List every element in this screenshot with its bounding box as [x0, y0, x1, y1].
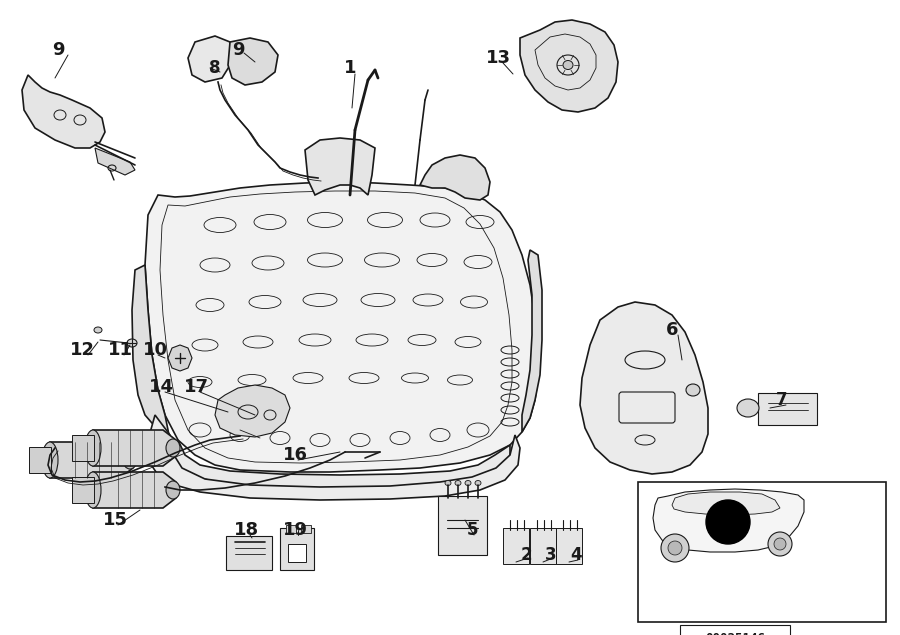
Text: 12: 12 [69, 341, 94, 359]
Text: 7: 7 [776, 391, 788, 409]
FancyBboxPatch shape [530, 528, 556, 564]
Polygon shape [522, 250, 542, 432]
Text: 5: 5 [466, 521, 478, 539]
Ellipse shape [123, 451, 137, 469]
Ellipse shape [85, 472, 101, 508]
Text: 18: 18 [234, 521, 259, 539]
Text: 3: 3 [545, 546, 557, 564]
Polygon shape [580, 302, 708, 474]
Polygon shape [172, 440, 510, 490]
Text: 1: 1 [344, 59, 356, 77]
Circle shape [706, 500, 750, 544]
Polygon shape [672, 492, 780, 515]
Text: 19: 19 [283, 521, 308, 539]
FancyBboxPatch shape [280, 528, 314, 570]
FancyBboxPatch shape [438, 496, 487, 555]
Ellipse shape [166, 439, 180, 457]
Ellipse shape [475, 481, 481, 486]
Polygon shape [22, 75, 105, 148]
Text: 17: 17 [184, 378, 209, 396]
Ellipse shape [166, 481, 180, 499]
Ellipse shape [85, 430, 101, 466]
Text: 13: 13 [485, 49, 510, 67]
Text: 8: 8 [209, 59, 220, 77]
Circle shape [661, 534, 689, 562]
Polygon shape [188, 36, 232, 82]
FancyBboxPatch shape [638, 482, 886, 622]
Polygon shape [50, 442, 133, 478]
Polygon shape [93, 430, 176, 466]
Polygon shape [305, 138, 375, 195]
Polygon shape [168, 345, 192, 371]
Ellipse shape [94, 327, 102, 333]
FancyBboxPatch shape [288, 544, 306, 562]
Ellipse shape [465, 481, 471, 486]
Polygon shape [420, 155, 490, 200]
Polygon shape [145, 182, 538, 472]
Polygon shape [132, 265, 170, 440]
Text: 10: 10 [142, 341, 167, 359]
FancyBboxPatch shape [556, 528, 582, 564]
Text: 2: 2 [520, 546, 532, 564]
Text: 00025146: 00025146 [705, 631, 765, 635]
FancyBboxPatch shape [72, 435, 94, 461]
Polygon shape [520, 20, 618, 112]
Circle shape [668, 541, 682, 555]
Polygon shape [148, 415, 520, 500]
Circle shape [768, 532, 792, 556]
Polygon shape [215, 385, 290, 437]
Text: 9: 9 [232, 41, 244, 59]
FancyBboxPatch shape [226, 536, 272, 570]
FancyBboxPatch shape [29, 447, 51, 473]
Text: 6: 6 [666, 321, 679, 339]
Ellipse shape [686, 384, 700, 396]
FancyBboxPatch shape [286, 525, 296, 533]
Text: 11: 11 [107, 341, 132, 359]
FancyBboxPatch shape [301, 525, 311, 533]
Text: 4: 4 [571, 546, 581, 564]
Polygon shape [653, 489, 804, 552]
Text: 16: 16 [283, 446, 308, 464]
Ellipse shape [445, 481, 451, 486]
Ellipse shape [127, 339, 137, 347]
Circle shape [774, 538, 786, 550]
FancyBboxPatch shape [72, 477, 94, 503]
Ellipse shape [563, 60, 573, 69]
Polygon shape [228, 38, 278, 85]
FancyBboxPatch shape [680, 625, 790, 635]
FancyBboxPatch shape [503, 528, 529, 564]
Polygon shape [95, 148, 135, 175]
Ellipse shape [737, 399, 759, 417]
Text: 15: 15 [103, 511, 128, 529]
Polygon shape [93, 472, 176, 508]
Ellipse shape [42, 442, 58, 478]
Text: 14: 14 [148, 378, 174, 396]
Text: 9: 9 [52, 41, 64, 59]
Ellipse shape [455, 481, 461, 486]
FancyBboxPatch shape [758, 393, 817, 425]
